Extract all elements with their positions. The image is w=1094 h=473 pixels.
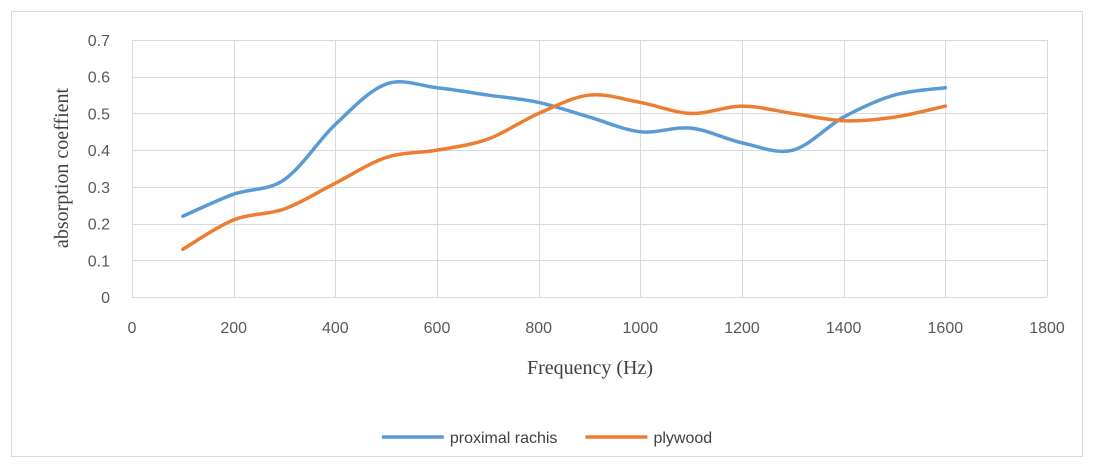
x-tick-label: 0 xyxy=(128,320,137,337)
x-axis-tick-labels: 0 200 400 600 800 1000 1200 1400 1600 1800 xyxy=(128,320,1065,337)
y-tick-label: 0.1 xyxy=(88,253,110,270)
legend-label: proximal rachis xyxy=(450,430,558,447)
y-tick-label: 0.5 xyxy=(88,106,110,123)
y-axis-title: absorption coeffient xyxy=(51,87,73,248)
x-tick-label: 800 xyxy=(525,320,552,337)
x-tick-label: 1200 xyxy=(724,320,760,337)
legend-item: proximal rachis xyxy=(381,430,558,447)
y-tick-label: 0.2 xyxy=(88,217,110,234)
x-tick-label: 400 xyxy=(322,320,349,337)
gridlines xyxy=(132,40,1048,298)
series-lines xyxy=(181,80,948,252)
x-tick-label: 1000 xyxy=(623,320,659,337)
y-tick-label: 0.4 xyxy=(88,143,110,160)
x-tick-label: 600 xyxy=(424,320,451,337)
y-tick-label: 0.6 xyxy=(88,70,110,87)
y-tick-label: 0 xyxy=(101,290,110,307)
series-line-proximal-rachis xyxy=(181,80,948,218)
series-line-plywood xyxy=(181,92,948,252)
x-tick-label: 200 xyxy=(220,320,247,337)
legend-label: plywood xyxy=(653,430,712,447)
x-axis-title: Frequency (Hz) xyxy=(527,357,653,379)
chart-border xyxy=(11,11,1083,457)
x-tick-label: 1600 xyxy=(928,320,964,337)
y-tick-label: 0.3 xyxy=(88,180,110,197)
legend-item: plywood xyxy=(585,430,712,447)
y-tick-label: 0.7 xyxy=(88,33,110,50)
legend: proximal rachis plywood xyxy=(381,430,712,447)
x-tick-label: 1800 xyxy=(1029,320,1065,337)
x-tick-label: 1400 xyxy=(826,320,862,337)
y-axis-tick-labels: 0 0.1 0.2 0.3 0.4 0.5 0.6 0.7 xyxy=(88,33,110,307)
